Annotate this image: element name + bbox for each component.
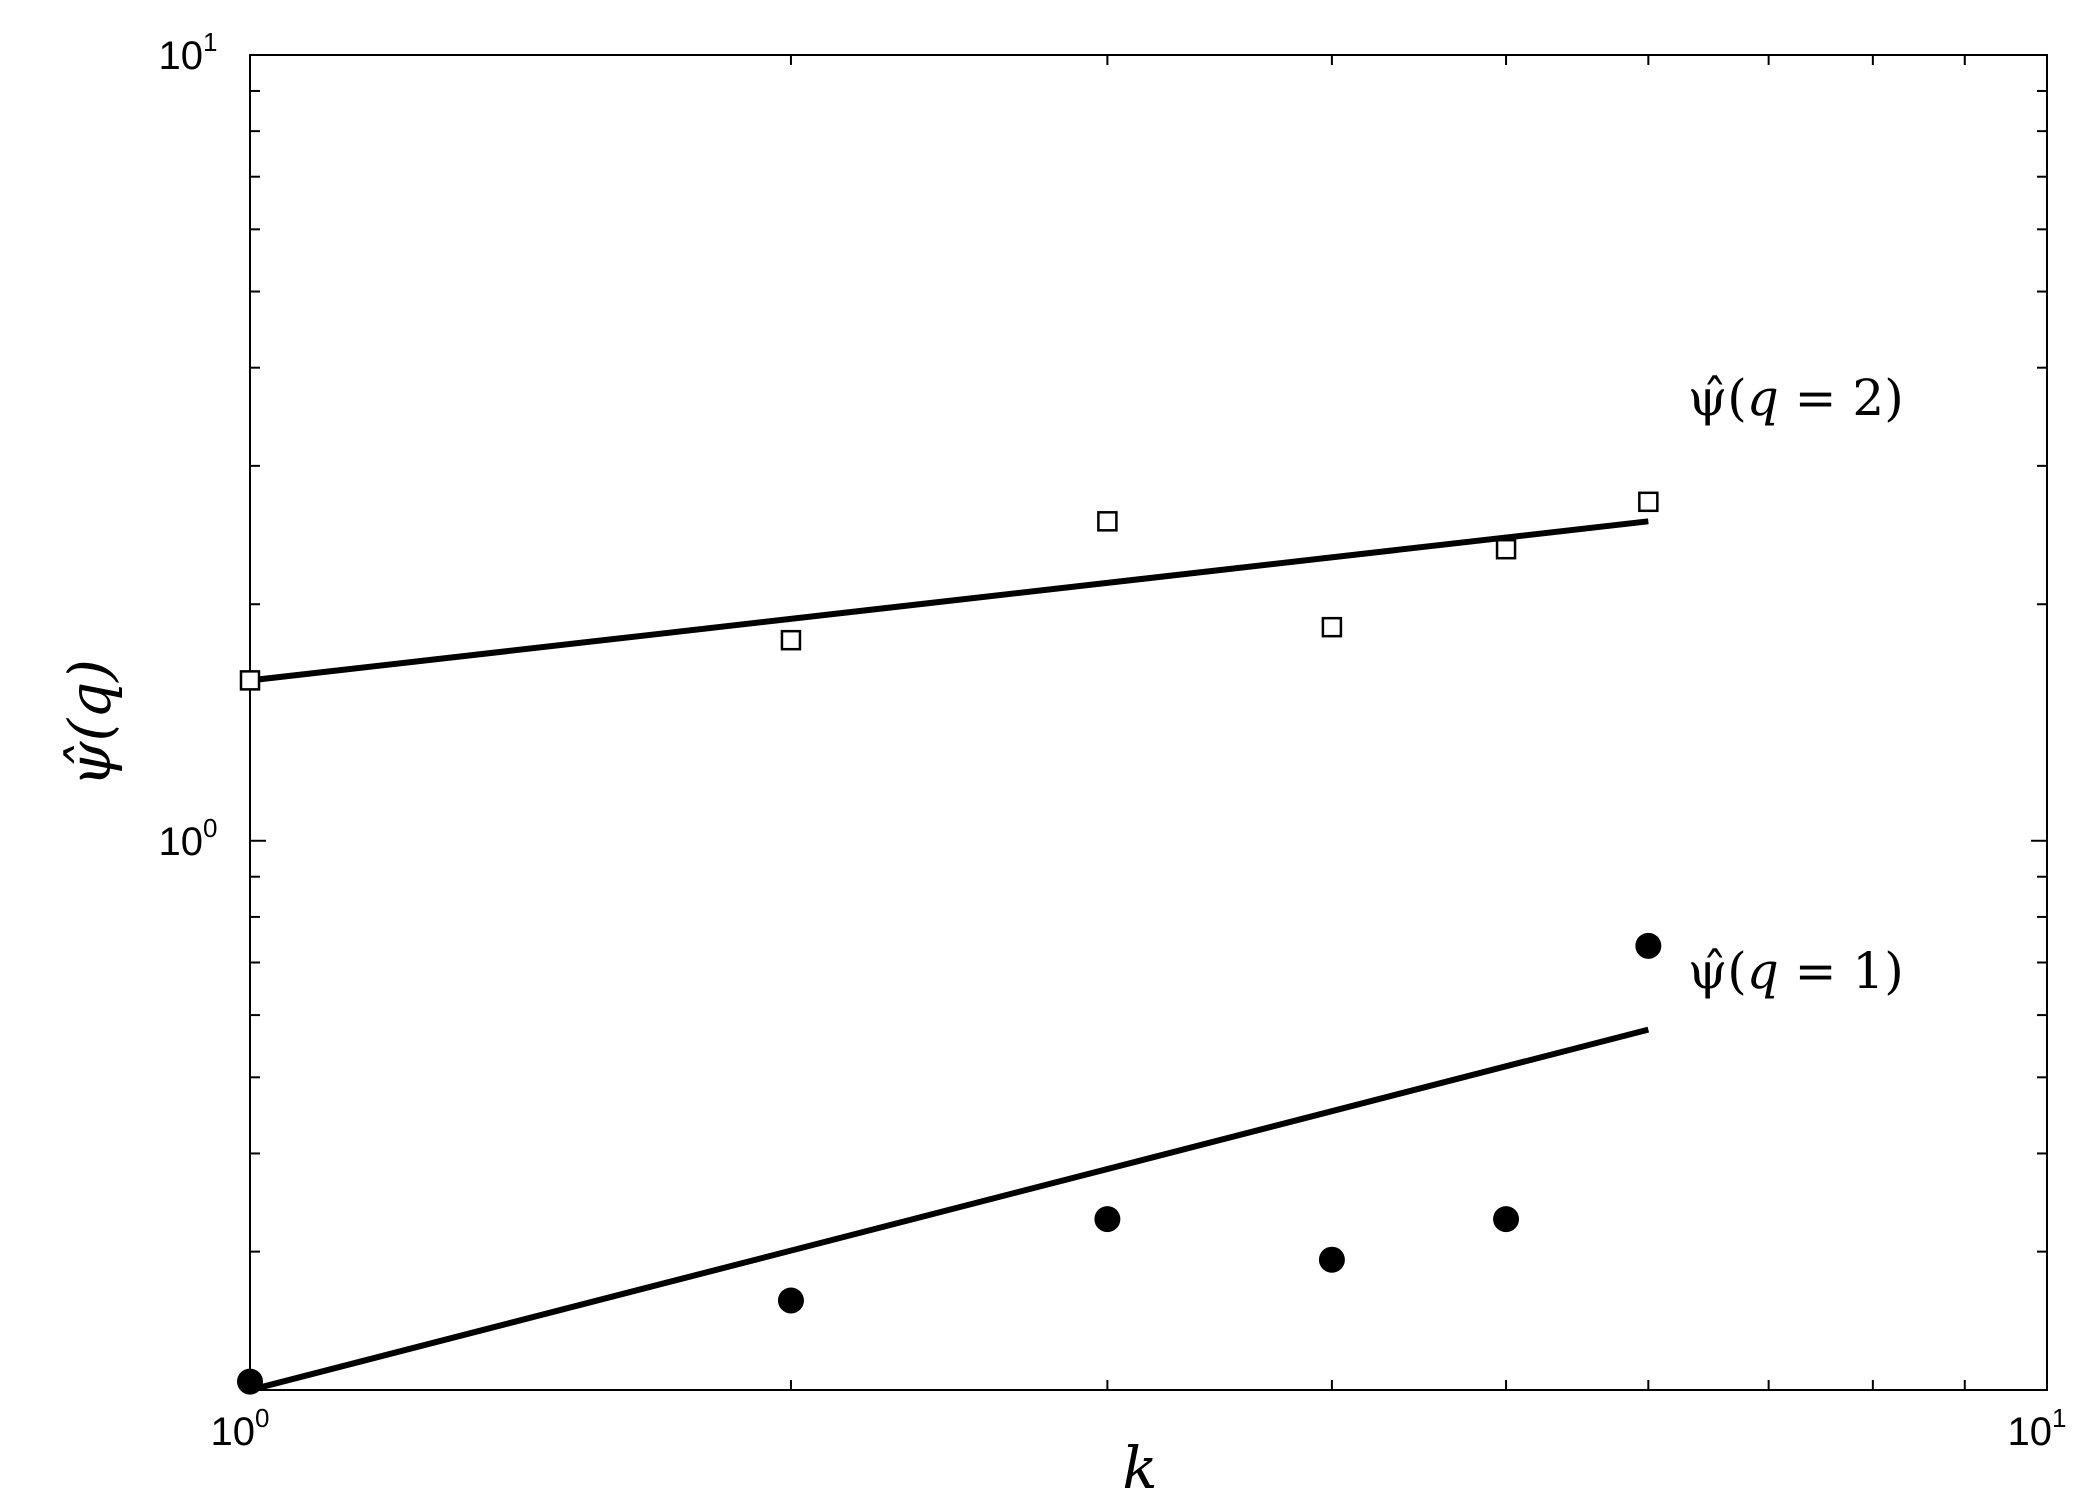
x-tick-label: 100 xyxy=(211,1403,270,1454)
point-circle xyxy=(1094,1206,1121,1233)
y-tick-label: 100 xyxy=(159,813,218,864)
fit-line-series-2 xyxy=(249,1026,1650,1393)
data-points xyxy=(237,491,1662,1395)
axis-ticks xyxy=(249,54,2048,1391)
labels: k ψ̂(q) xyxy=(56,659,1158,1502)
point-circle xyxy=(1635,932,1662,959)
point-circle xyxy=(1493,1206,1520,1233)
point-square xyxy=(1097,511,1118,532)
point-circle xyxy=(1318,1246,1345,1273)
point-square xyxy=(1638,491,1659,513)
point-circle xyxy=(237,1368,263,1395)
tick-labels: 100 101 100 101 xyxy=(159,27,2067,1454)
point-square xyxy=(1321,616,1343,638)
annotation-series-1: ψ̂(q = 2) xyxy=(1688,369,1904,427)
fit-lines xyxy=(249,518,1650,1393)
axes xyxy=(249,54,2048,1391)
x-axis-label: k xyxy=(1122,1434,1157,1502)
fit-line-series-1 xyxy=(249,518,1649,684)
point-square xyxy=(239,670,261,691)
point-square xyxy=(1495,538,1517,560)
x-tick-label: 101 xyxy=(2008,1403,2067,1454)
point-square xyxy=(780,629,802,651)
y-tick-label: 101 xyxy=(159,27,218,78)
series-annotations: ψ̂(q = 2) ψ̂(q = 1) xyxy=(1688,369,1904,1000)
point-circle xyxy=(777,1287,804,1314)
y-axis-label: ψ̂(q) xyxy=(56,659,124,787)
annotation-series-2: ψ̂(q = 1) xyxy=(1688,942,1904,1000)
plot-frame xyxy=(249,54,2048,1391)
